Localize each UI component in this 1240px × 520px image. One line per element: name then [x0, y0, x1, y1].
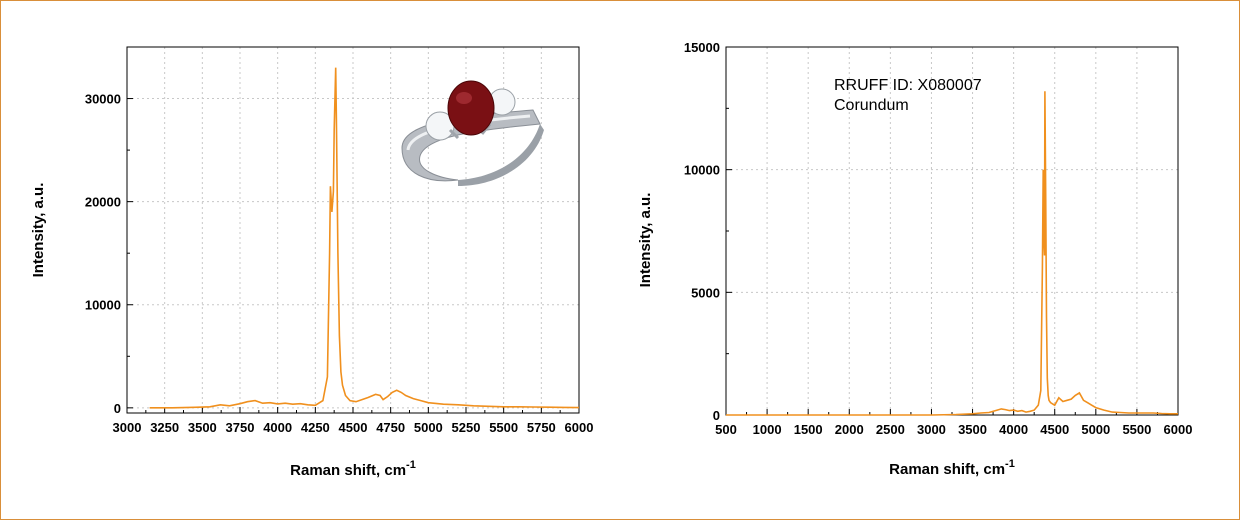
ring-band-back — [458, 124, 544, 186]
left-x-tick-label: 5000 — [414, 420, 443, 435]
left-x-tick-label: 3500 — [188, 420, 217, 435]
right-x-tick-label: 3000 — [917, 422, 946, 437]
right-tick-labels: 500 1000 1500 2000 2500 3000 3500 4000 4500 5000 5… — [684, 40, 1193, 437]
ring-image — [401, 80, 544, 186]
left-x-tick-label: 5250 — [452, 420, 481, 435]
right-y-tick-label: 5000 — [691, 285, 720, 300]
mineral-name-annotation: Corundum — [834, 97, 909, 114]
left-x-tick-label: 5500 — [489, 420, 518, 435]
left-series-line — [149, 67, 580, 409]
right-grid — [726, 47, 1178, 415]
right-x-tick-label: 4000 — [999, 422, 1028, 437]
left-x-tick-label: 4500 — [339, 420, 368, 435]
left-y-axis-title: Intensity, a.u. — [30, 183, 47, 278]
right-x-tick-label: 3500 — [958, 422, 987, 437]
right-series-line — [726, 91, 1178, 416]
left-y-tick-label: 0 — [114, 401, 121, 416]
right-x-tick-label: 1000 — [753, 422, 782, 437]
left-x-tick-label: 6000 — [565, 420, 594, 435]
left-x-tick-label: 3000 — [113, 420, 142, 435]
left-x-axis-title: Raman shift, cm-1 — [290, 459, 416, 479]
rruff-id-annotation: RRUFF ID: X080007 — [834, 77, 982, 94]
left-x-tick-label: 3750 — [226, 420, 255, 435]
left-x-tick-label: 3250 — [150, 420, 179, 435]
right-x-tick-label: 6000 — [1164, 422, 1193, 437]
right-x-tick-label: 2000 — [835, 422, 864, 437]
right-x-axis-title: Raman shift, cm-1 — [889, 458, 1015, 478]
right-y-tick-label: 15000 — [684, 40, 720, 55]
left-y-tick-label: 10000 — [85, 298, 121, 313]
right-x-tick-label: 5000 — [1081, 422, 1110, 437]
red-gemstone — [447, 80, 495, 136]
left-x-tick-label: 4250 — [301, 420, 330, 435]
right-y-tick-label: 10000 — [684, 163, 720, 178]
left-x-tick-label: 4000 — [263, 420, 292, 435]
right-plot-frame — [725, 46, 1179, 416]
right-x-tick-label: 2500 — [876, 422, 905, 437]
gem-highlight — [456, 92, 472, 104]
left-y-tick-label: 30000 — [85, 92, 121, 107]
right-x-tick-label: 500 — [715, 422, 737, 437]
left-x-tick-label: 4750 — [376, 420, 405, 435]
right-chart: RRUFF ID: X080007 Corundum 500 1000 1500 20… — [637, 40, 1192, 478]
right-ticks — [725, 46, 1179, 416]
left-tick-labels: 3000 3250 3500 3750 4000 4250 4500 4750 5000 5250… — [85, 92, 594, 435]
left-ticks — [126, 98, 580, 413]
left-x-tick-label: 5750 — [527, 420, 556, 435]
right-x-tick-label: 1500 — [794, 422, 823, 437]
left-chart: 3000 3250 3500 3750 4000 4250 4500 4750 5000 5250… — [30, 46, 594, 479]
right-y-axis-title: Intensity, a.u. — [637, 193, 654, 288]
right-x-tick-label: 4500 — [1040, 422, 1069, 437]
right-x-tick-label: 5500 — [1122, 422, 1151, 437]
left-y-tick-label: 20000 — [85, 195, 121, 210]
right-y-tick-label: 0 — [713, 408, 720, 423]
